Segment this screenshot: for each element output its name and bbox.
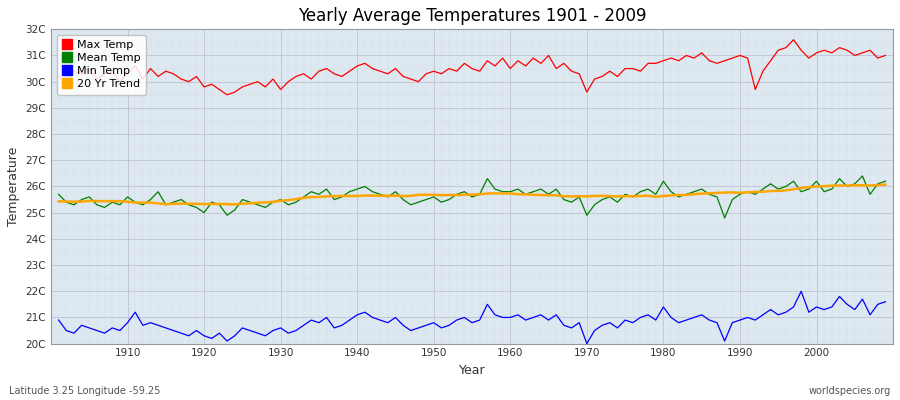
Y-axis label: Temperature: Temperature (7, 147, 20, 226)
Title: Yearly Average Temperatures 1901 - 2009: Yearly Average Temperatures 1901 - 2009 (298, 7, 646, 25)
X-axis label: Year: Year (459, 364, 485, 377)
Text: worldspecies.org: worldspecies.org (809, 386, 891, 396)
Text: Latitude 3.25 Longitude -59.25: Latitude 3.25 Longitude -59.25 (9, 386, 160, 396)
Legend: Max Temp, Mean Temp, Min Temp, 20 Yr Trend: Max Temp, Mean Temp, Min Temp, 20 Yr Tre… (57, 35, 146, 95)
